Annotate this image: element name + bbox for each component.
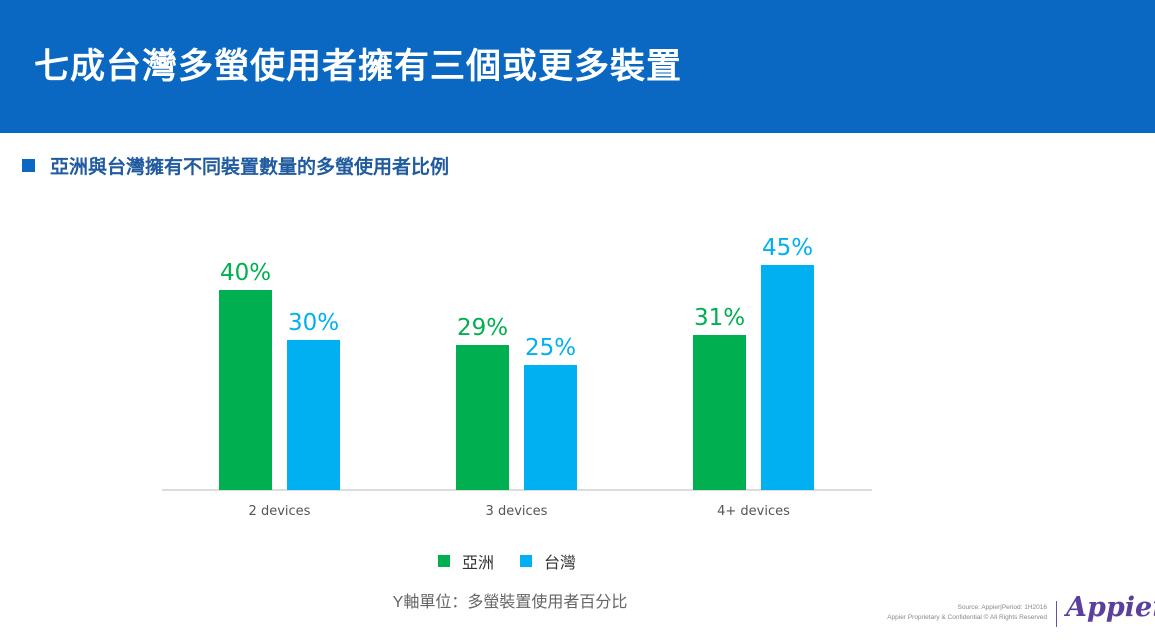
footer-source: Source: Appier|Period: 1H2016 Appier Pro… (887, 603, 1047, 623)
x-tick-label-0: 2 devices (249, 504, 311, 519)
header-banner: 七成台灣多螢使用者擁有三個或更多裝置 (0, 0, 1155, 133)
data-label-taiwan-0: 30% (288, 310, 339, 336)
data-label-asia-2: 31% (694, 305, 745, 331)
page-title: 七成台灣多螢使用者擁有三個或更多裝置 (34, 47, 683, 86)
y-axis-unit-note: Y軸單位：多螢裝置使用者百分比 (392, 594, 628, 611)
x-tick-label-2: 4+ devices (717, 504, 790, 519)
legend-swatch-asia (438, 555, 450, 567)
subtitle-row: 亞洲與台灣擁有不同裝置數量的多螢使用者比例 (22, 152, 449, 179)
bar-taiwan-2 (761, 265, 814, 490)
data-label-taiwan-2: 45% (762, 235, 813, 261)
bar-asia-0 (219, 290, 272, 490)
appier-logo: Appier (1066, 592, 1155, 623)
legend-swatch-taiwan (520, 555, 533, 567)
footer-divider (1056, 601, 1057, 627)
bar-asia-1 (456, 345, 509, 490)
legend-item-taiwan: 台灣 (520, 549, 576, 573)
legend-item-asia: 亞洲 (438, 549, 494, 573)
bar-chart: 40% 30% 2 devices 29% 25% 3 devices 31% 45% 4+ d… (162, 235, 872, 519)
data-label-asia-1: 29% (457, 315, 508, 341)
data-label-asia-0: 40% (220, 260, 271, 286)
x-tick-label-1: 3 devices (486, 504, 548, 519)
chart-legend: 亞洲 台灣 (438, 549, 602, 573)
bar-taiwan-0 (287, 340, 340, 490)
data-label-taiwan-1: 25% (525, 335, 576, 361)
chart-subtitle: 亞洲與台灣擁有不同裝置數量的多螢使用者比例 (50, 157, 450, 178)
source-text: Source: Appier|Period: 1H2016 (957, 604, 1048, 611)
square-bullet-icon (22, 159, 35, 172)
legend-label-taiwan: 台灣 (544, 555, 577, 572)
bar-taiwan-1 (524, 365, 577, 490)
legend-label-asia: 亞洲 (462, 555, 495, 572)
rights-text: Appier Proprietary & Confidential © All … (887, 614, 1047, 621)
bar-asia-2 (693, 335, 746, 490)
